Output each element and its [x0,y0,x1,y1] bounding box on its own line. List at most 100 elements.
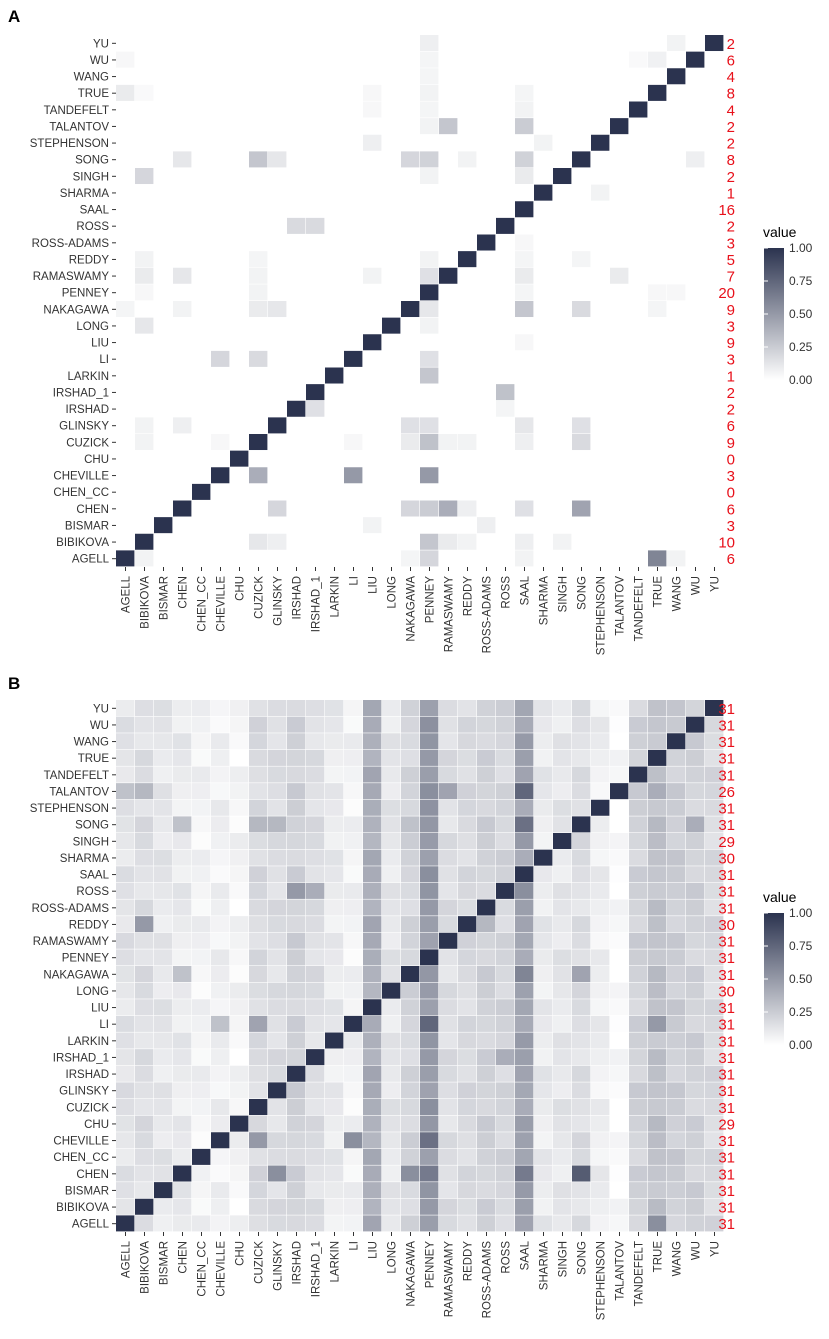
heatmap-cell [420,899,439,916]
x-tick-label: RAMASWAMY [444,1241,456,1318]
heatmap-cell [211,882,230,899]
heatmap-cell [515,1182,534,1199]
heatmap-cell [420,267,439,284]
heatmap-cell [401,882,420,899]
heatmap-cell [135,1082,154,1099]
row-count: 31 [718,1033,735,1050]
heatmap-cell [648,284,667,301]
row-count: 6 [727,551,735,568]
heatmap-cell [382,816,401,833]
heatmap-cell [268,1182,287,1199]
heatmap-cell [610,849,629,866]
y-tick-label: LI [99,354,109,366]
heatmap-cell [610,1049,629,1066]
heatmap-cell [686,766,705,783]
heatmap-cell [686,1065,705,1082]
heatmap-cell [420,1015,439,1032]
panel-b-y-axis: YU WU WANG TRUE TANDEFELT TALANTOV STEPHENSON S… [30,703,116,1231]
heatmap-cell [477,982,496,999]
heatmap-cell [591,932,610,949]
heatmap-cell [401,1015,420,1032]
heatmap-cell [667,1215,686,1232]
heatmap-cell [401,1215,420,1232]
heatmap-cell [306,783,325,800]
heatmap-cell [420,1049,439,1066]
heatmap-cell [420,118,439,135]
heatmap-cell [572,417,591,434]
heatmap-cell [648,816,667,833]
heatmap-cell [382,766,401,783]
heatmap-cell [116,849,135,866]
heatmap-cell [249,284,268,301]
heatmap-cell [515,899,534,916]
row-count: 31 [718,1183,735,1200]
heatmap-cell [439,533,458,550]
heatmap-cell [705,1198,724,1215]
heatmap-cell [211,999,230,1016]
heatmap-cell [458,1032,477,1049]
heatmap-cell [116,783,135,800]
x-tick-label: WU [691,1241,703,1260]
heatmap-cell [648,749,667,766]
heatmap-cell [515,550,534,567]
heatmap-cell [515,1099,534,1116]
heatmap-cell [306,966,325,983]
heatmap-cell [458,1165,477,1182]
y-tick-label: SONG [75,155,109,167]
heatmap-cell [515,284,534,301]
heatmap-cell [211,1015,230,1032]
heatmap-cell [230,999,249,1016]
heatmap-cell [496,1082,515,1099]
heatmap-cell [629,966,648,983]
heatmap-cell [648,51,667,68]
heatmap-cell [325,1198,344,1215]
heatmap-cell [154,766,173,783]
heatmap-cell [648,1099,667,1116]
heatmap-cell [325,833,344,850]
heatmap-cell [116,1115,135,1132]
heatmap-cell [420,317,439,334]
heatmap-cell [287,400,306,417]
heatmap-cell [648,882,667,899]
x-tick-label: BISMAR [159,576,171,620]
heatmap-cell [534,882,553,899]
heatmap-cell [515,118,534,135]
heatmap-cell [230,733,249,750]
heatmap-cell [534,1099,553,1116]
heatmap-cell [135,1099,154,1116]
heatmap-cell [667,749,686,766]
heatmap-cell [230,916,249,933]
x-tick-label: SAAL [520,575,532,605]
heatmap-cell [306,849,325,866]
heatmap-cell [572,733,591,750]
heatmap-cell [268,799,287,816]
heatmap-cell [249,700,268,717]
heatmap-cell [420,1032,439,1049]
heatmap-cell [249,866,268,883]
heatmap-cell [534,916,553,933]
heatmap-cell [401,833,420,850]
heatmap-cell [363,134,382,151]
heatmap-cell [591,1065,610,1082]
heatmap-cell [553,816,572,833]
heatmap-cell [572,1032,591,1049]
heatmap-cell [705,1215,724,1232]
heatmap-cell [705,766,724,783]
heatmap-cell [686,151,705,168]
heatmap-cell [173,966,192,983]
x-tick-label: CUZICK [254,1241,266,1284]
x-tick-label: NAKAGAWA [406,576,418,642]
heatmap-cell [306,1082,325,1099]
heatmap-cell [230,866,249,883]
heatmap-cell [116,1132,135,1149]
heatmap-cell [553,1165,572,1182]
heatmap-cell [287,1015,306,1032]
heatmap-cell [496,833,515,850]
heatmap-cell [420,467,439,484]
heatmap-cell [401,949,420,966]
heatmap-cell [420,500,439,517]
heatmap-cell [496,1182,515,1199]
heatmap-cell [287,899,306,916]
heatmap-cell [344,966,363,983]
